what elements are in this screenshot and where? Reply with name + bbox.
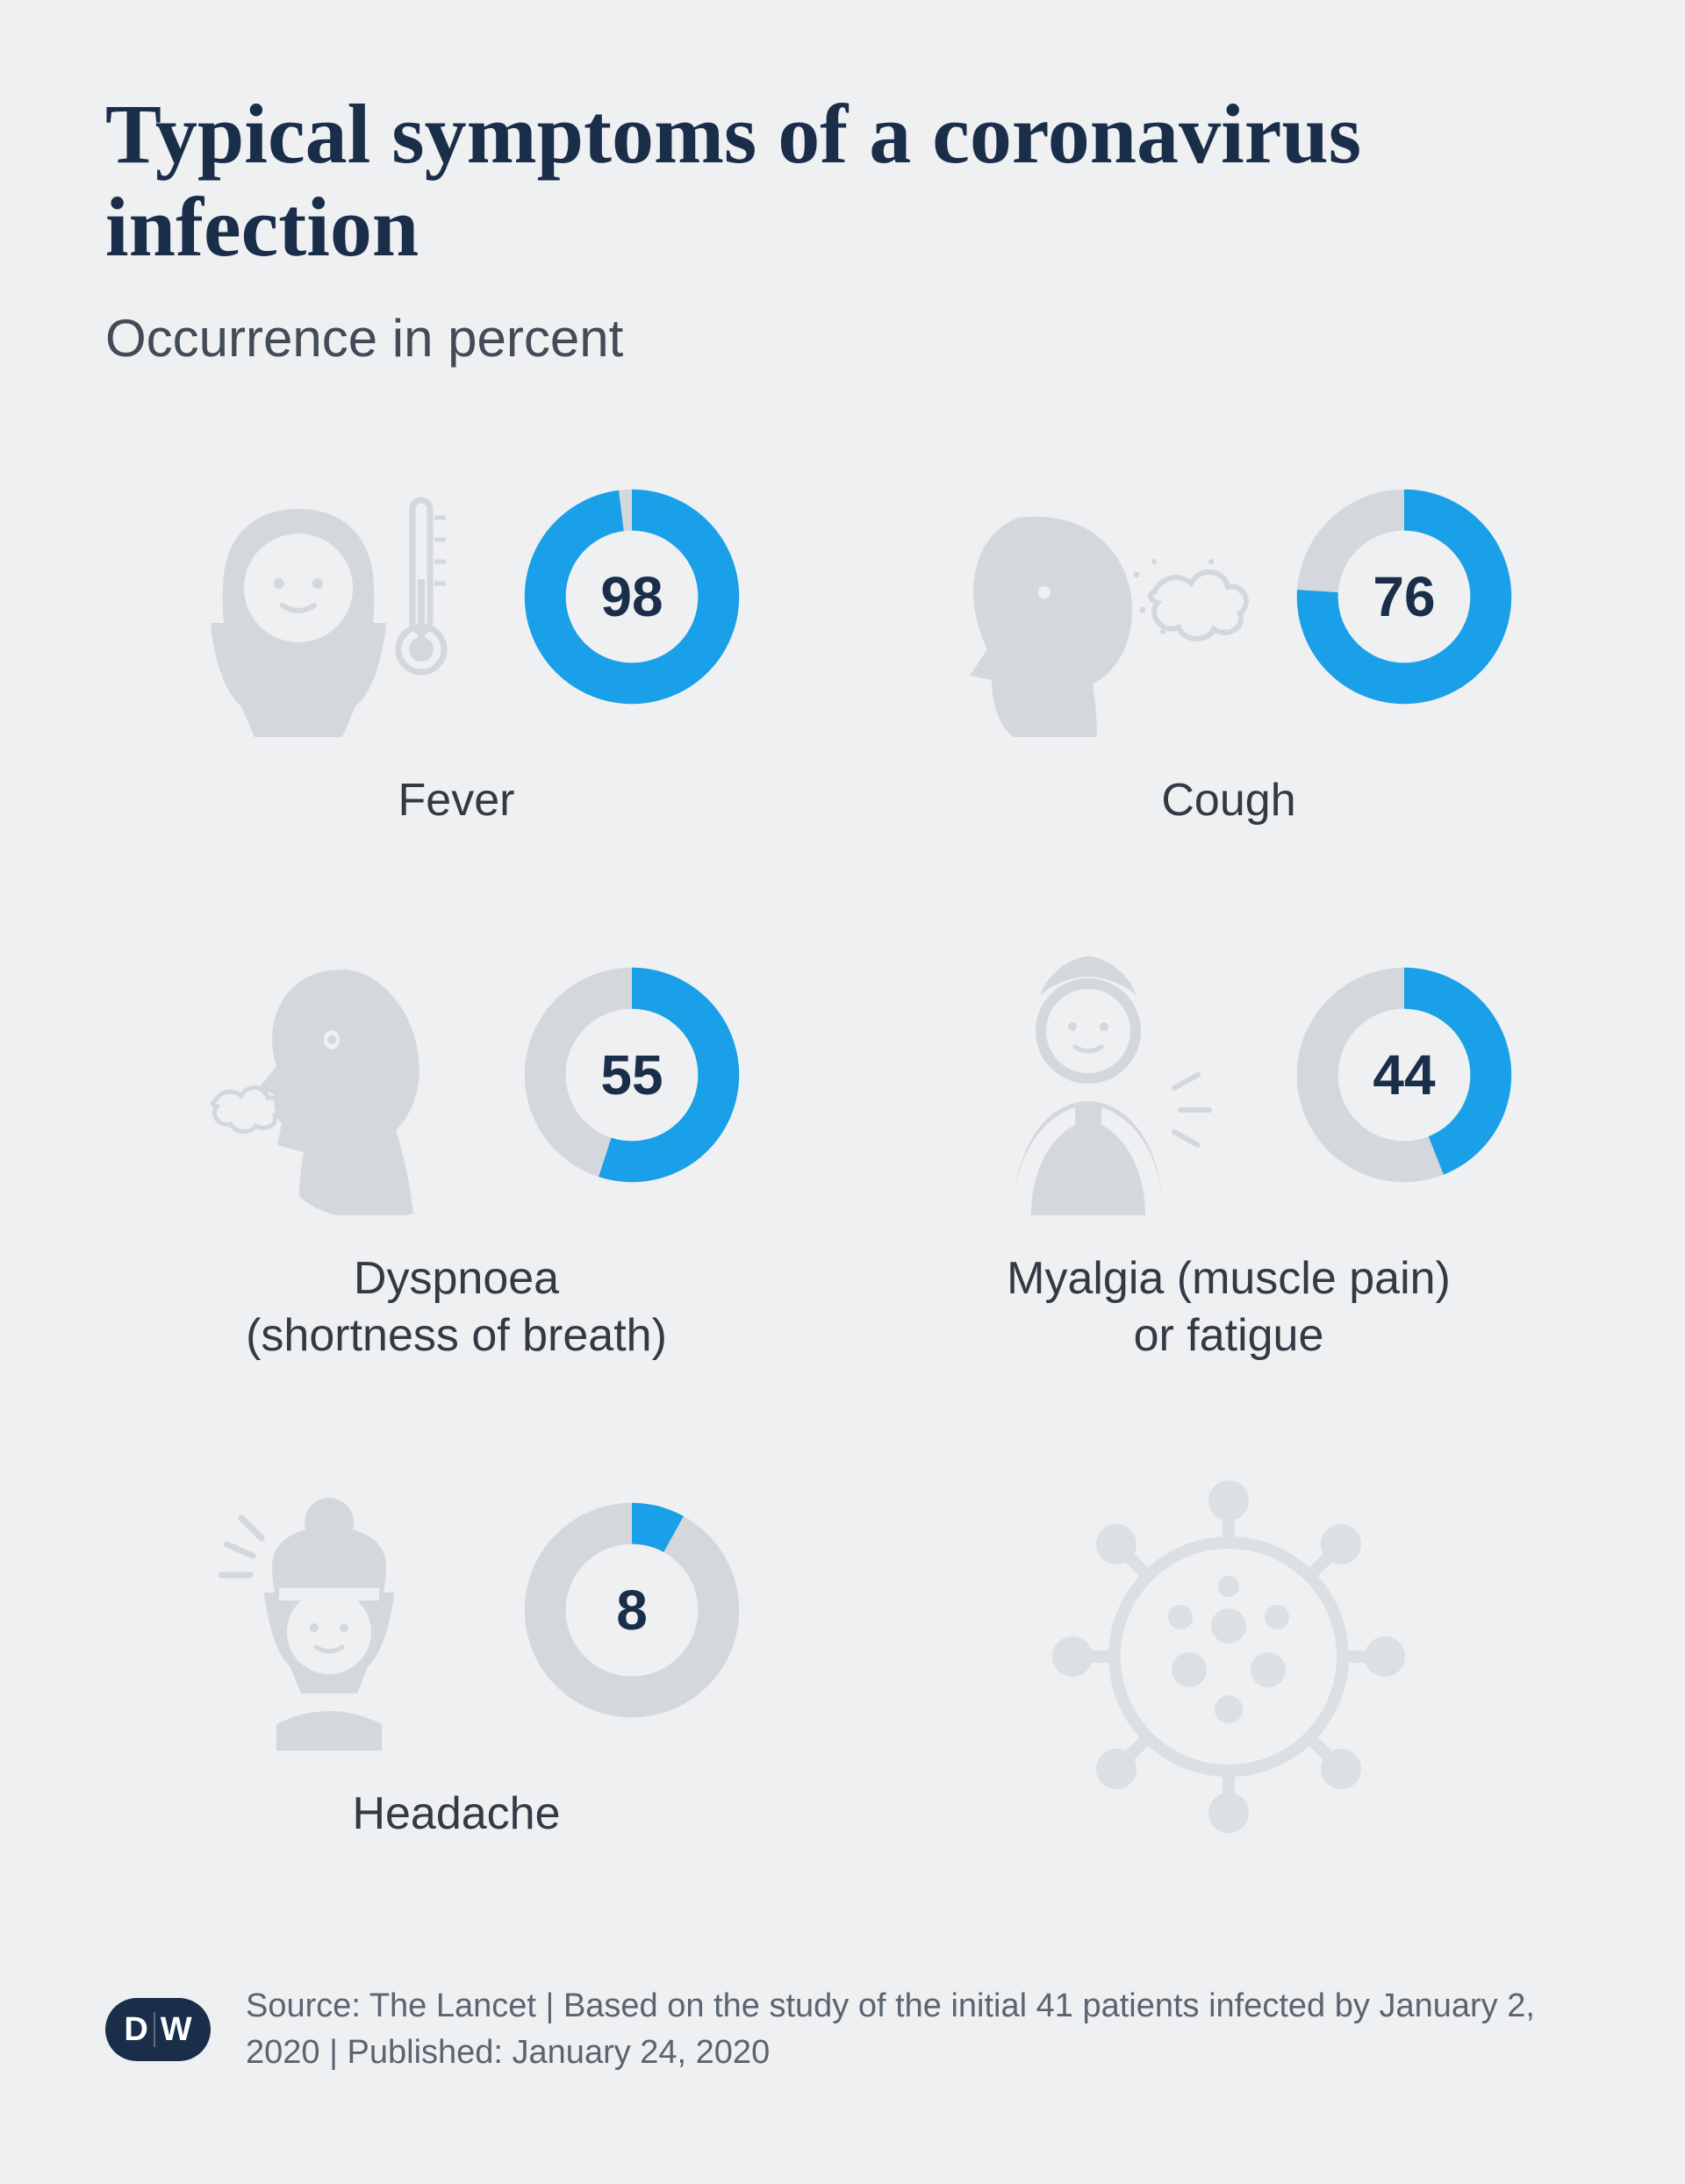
donut-value: 44	[1373, 1042, 1435, 1107]
donut-chart: 98	[518, 483, 746, 711]
myalgia-icon	[939, 934, 1255, 1215]
donut-value: 98	[600, 564, 663, 629]
headache-icon	[167, 1470, 483, 1751]
symptom-cell: 44 Myalgia (muscle pain) or fatigue	[878, 934, 1580, 1364]
symptom-cell: 55 Dyspnoea (shortness of breath)	[105, 934, 807, 1364]
source-text: Source: The Lancet | Based on the study …	[246, 1983, 1580, 2076]
page-title: Typical symptoms of a coronavirus infect…	[105, 88, 1580, 273]
logo-divider	[154, 2012, 155, 2047]
symptoms-grid: 98 Fever	[105, 456, 1580, 1843]
footer: D W Source: The Lancet | Based on the st…	[105, 1948, 1580, 2076]
cough-icon	[939, 456, 1255, 737]
dyspnoea-icon	[167, 934, 483, 1215]
donut-value: 76	[1373, 564, 1435, 629]
symptom-label: Myalgia (muscle pain) or fatigue	[1007, 1250, 1451, 1364]
symptom-label: Headache	[352, 1786, 560, 1843]
donut-chart: 44	[1290, 961, 1518, 1189]
virus-decorative-cell	[878, 1470, 1580, 1843]
symptom-cell: 76 Cough	[878, 456, 1580, 829]
symptom-label: Cough	[1161, 772, 1295, 829]
symptom-cell: 8 Headache	[105, 1470, 807, 1843]
donut-value: 55	[600, 1042, 663, 1107]
symptom-label: Dyspnoea (shortness of breath)	[246, 1250, 667, 1364]
donut-value: 8	[616, 1578, 648, 1643]
logo-letter-w: W	[161, 2011, 192, 2049]
infographic-container: Typical symptoms of a coronavirus infect…	[0, 0, 1685, 2130]
logo-letter-d: D	[124, 2011, 147, 2049]
symptom-cell: 98 Fever	[105, 456, 807, 829]
fever-icon	[167, 456, 483, 737]
dw-logo: D W	[105, 1998, 211, 2061]
donut-chart: 55	[518, 961, 746, 1189]
page-subtitle: Occurrence in percent	[105, 308, 1580, 369]
virus-icon	[1044, 1472, 1413, 1841]
symptom-label: Fever	[398, 772, 515, 829]
donut-chart: 8	[518, 1496, 746, 1724]
donut-chart: 76	[1290, 483, 1518, 711]
